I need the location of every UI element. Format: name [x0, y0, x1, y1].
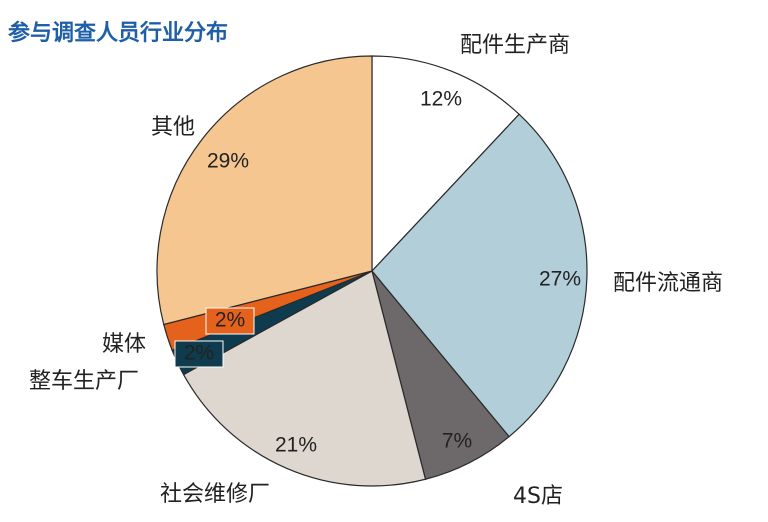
value-label: 29%: [207, 150, 249, 173]
category-label: 媒体: [102, 332, 146, 357]
value-label-box: [205, 307, 255, 335]
category-label: 其他: [151, 115, 195, 140]
value-label: 21%: [275, 434, 317, 457]
pie-slice: [371, 113, 588, 438]
value-label: 7%: [442, 430, 472, 453]
value-label: 12%: [420, 88, 462, 111]
chart-title: 参与调查人员行业分布: [8, 20, 228, 46]
pie-slice: [156, 55, 373, 326]
value-label: 27%: [539, 268, 581, 291]
pie-slice: [182, 270, 427, 487]
category-label: 4S店: [513, 484, 563, 509]
category-label: 配件生产商: [460, 33, 570, 58]
category-label: 社会维修厂: [160, 482, 270, 507]
pie-slice: [371, 55, 521, 273]
value-label: 2%: [215, 309, 245, 332]
category-label: 整车生产厂: [29, 369, 139, 394]
value-label-box: [174, 340, 224, 368]
value-label: 2%: [184, 342, 214, 365]
category-label: 配件流通商: [613, 271, 723, 296]
